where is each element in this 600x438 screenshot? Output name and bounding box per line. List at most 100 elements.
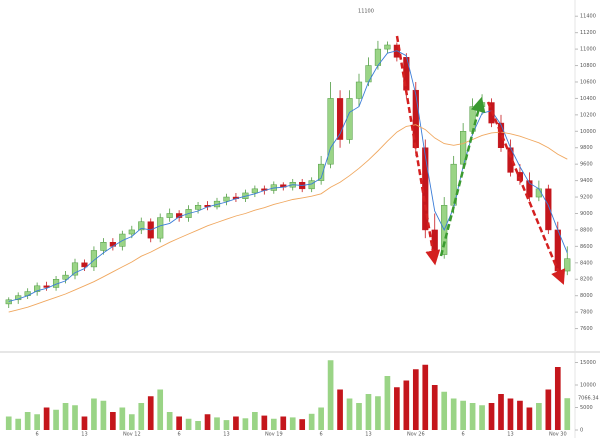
volume-bar	[441, 391, 448, 430]
x-tick-label: 13	[81, 432, 87, 438]
volume-bar	[147, 396, 154, 430]
volume-tick-label: 0	[580, 428, 583, 434]
y-tick-label: 7600	[580, 326, 593, 332]
volume-bar	[34, 414, 40, 430]
candle-body	[327, 98, 334, 165]
x-tick-label: 6	[36, 432, 39, 438]
volume-bar	[223, 420, 230, 430]
candle-body	[194, 205, 202, 210]
volume-bar	[252, 412, 258, 430]
y-tick-label: 11000	[580, 47, 596, 53]
candle-body	[346, 98, 353, 140]
volume-tick-label: 10000	[580, 383, 596, 389]
candle-body	[166, 213, 173, 218]
x-tick-label: Nov 26	[407, 432, 425, 438]
candle-body	[469, 106, 476, 132]
volume-bar	[119, 407, 126, 430]
x-tick-label: 6	[462, 432, 465, 438]
volume-bar	[280, 416, 287, 430]
candle-body	[564, 258, 571, 272]
volume-bar	[346, 398, 353, 430]
candle-body	[526, 180, 533, 198]
candle-body	[384, 44, 391, 50]
volume-bar	[375, 396, 381, 430]
moving-average	[8, 124, 568, 313]
y-tick-label: 11200	[580, 30, 596, 36]
volume-bar	[81, 416, 88, 430]
volume-bar	[337, 389, 343, 430]
candle-body	[109, 242, 116, 247]
y-tick-label: 9800	[580, 145, 593, 151]
y-tick-label: 8200	[580, 277, 593, 283]
volume-bar	[394, 387, 400, 430]
volume-bar	[261, 415, 268, 430]
y-tick-label: 10200	[580, 112, 596, 118]
volume-bar	[356, 403, 362, 430]
candle-body	[460, 131, 467, 165]
green-arrow	[439, 96, 486, 257]
volume-bar	[554, 367, 561, 430]
x-tick-label: Nov 30	[549, 432, 567, 438]
candle-body	[71, 262, 79, 276]
candle-body	[100, 242, 107, 251]
volume-bar	[91, 398, 97, 430]
candle-body	[497, 122, 505, 148]
volume-bar	[43, 407, 50, 430]
y-tick-label: 8000	[580, 293, 593, 299]
volume-bar	[318, 407, 324, 430]
volume-bar	[403, 380, 410, 430]
candle-body	[308, 180, 315, 190]
candle-body	[138, 221, 145, 231]
y-tick-label: 10400	[580, 96, 596, 102]
y-tick-label: 9000	[580, 211, 593, 217]
candle-body	[545, 188, 552, 231]
candle-body	[81, 262, 88, 268]
candle-body	[450, 163, 457, 206]
volume-bar	[185, 418, 192, 430]
volume-bar	[242, 418, 249, 430]
volume-bar	[214, 417, 220, 430]
x-tick-label: 13	[365, 432, 371, 438]
y-tick-label: 9600	[580, 162, 593, 168]
volume-bar	[53, 409, 59, 430]
volume-bar	[157, 389, 164, 430]
volume-bar	[62, 403, 69, 430]
volume-bar	[365, 394, 372, 430]
candle-body	[90, 250, 98, 268]
volume-bar	[517, 400, 523, 430]
volume-bar	[536, 403, 542, 430]
candle-body	[128, 229, 135, 235]
volume-bar	[270, 418, 277, 430]
x-tick-label: Nov 12	[123, 432, 141, 438]
candle-body	[251, 188, 258, 194]
y-tick-label: 9400	[580, 178, 593, 184]
volume-bar	[195, 421, 201, 430]
volume-bar	[460, 400, 466, 430]
y-tick-label: 8400	[580, 260, 593, 266]
candle-body	[34, 285, 41, 292]
volume-bar	[422, 364, 429, 430]
y-tick-label: 8600	[580, 244, 593, 250]
last-volume-label: 7066.34	[578, 396, 599, 402]
volume-bar	[507, 398, 514, 430]
x-tick-label: 13	[223, 432, 229, 438]
volume-bar	[384, 376, 391, 430]
candle-body	[62, 274, 69, 280]
annotations	[395, 35, 566, 285]
volume-bar	[564, 398, 571, 430]
volume-bar	[5, 416, 12, 430]
volume-bar	[100, 400, 107, 430]
volume-bar	[128, 414, 135, 430]
red-arrow	[486, 101, 566, 285]
volume-bar	[431, 385, 438, 430]
volume-bar	[412, 369, 419, 430]
volume-bar	[233, 416, 239, 430]
volume-bar	[15, 418, 22, 430]
candle-body	[223, 196, 230, 202]
volume-bar	[545, 389, 552, 430]
y-tick-label: 11400	[580, 14, 596, 20]
volume-tick-label: 5000	[580, 405, 593, 411]
volume-bar	[299, 419, 306, 430]
